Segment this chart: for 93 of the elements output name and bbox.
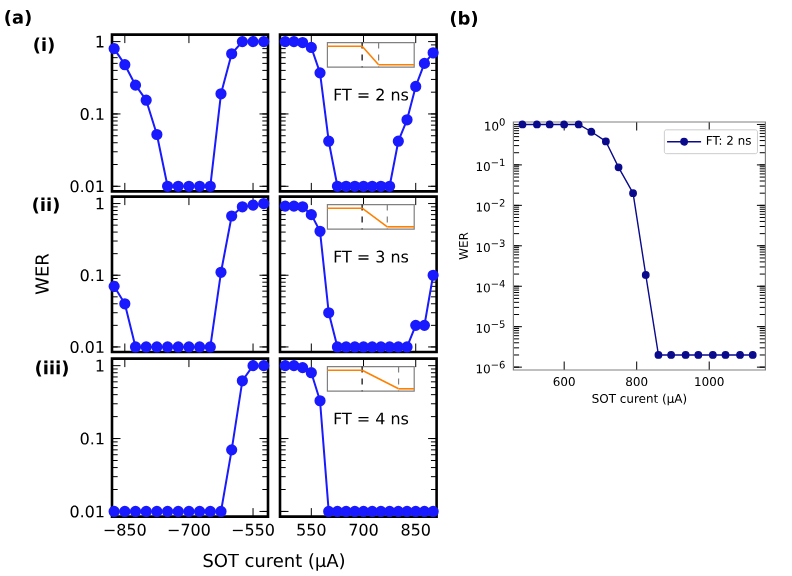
point [194,505,206,518]
point [215,505,227,518]
point [736,351,744,359]
point [708,351,717,359]
point [172,180,184,192]
point [161,341,174,353]
point [258,36,270,48]
point [401,114,413,126]
point [140,505,152,518]
point [427,505,439,518]
point [667,351,676,359]
point [140,94,152,106]
point [172,341,184,353]
point [545,120,554,129]
point [247,360,259,372]
point [418,57,431,69]
text: (ii) [33,197,59,214]
point [129,341,142,353]
point [108,505,120,518]
point [392,135,404,147]
point [183,341,195,353]
point [305,367,317,379]
point [305,41,317,54]
point [183,180,195,192]
point [161,180,174,192]
point [748,351,757,359]
point [721,351,730,359]
point [629,189,637,198]
point [401,505,413,518]
y-axis-title: WER [35,253,49,295]
x-axis-title: SOT curent (µA) [203,553,345,571]
point [194,180,206,192]
point [151,505,163,518]
point [258,197,270,210]
point [215,266,227,278]
point [204,505,216,518]
point [323,135,335,147]
point [236,375,248,387]
point [314,225,326,237]
text: (i) [34,37,54,54]
point [323,307,335,319]
text: (iii) [36,360,68,377]
point [314,395,326,407]
point [140,341,152,353]
point [183,505,195,518]
point [427,47,439,59]
point [119,298,131,310]
point [226,444,238,456]
point [129,79,142,91]
point [236,201,248,213]
point [129,505,142,518]
point [226,48,238,60]
point [614,163,623,172]
point [119,59,131,71]
point [518,120,527,129]
text: (b) [450,11,478,27]
point [108,280,120,292]
point [427,269,439,281]
point [410,80,422,93]
point [119,505,131,518]
point [226,210,238,222]
point [694,351,703,359]
point [384,180,396,192]
point [204,180,216,192]
point [681,351,690,359]
point [533,120,541,129]
point [349,180,361,192]
text: (a) [5,9,31,26]
point [297,36,309,49]
point [401,341,413,353]
point [161,505,174,518]
point [641,271,650,279]
point [314,67,326,79]
point [151,128,163,141]
point [194,341,206,353]
point [560,120,569,129]
point [574,120,583,129]
point [151,341,163,353]
point [236,36,248,48]
point [305,209,317,221]
point [654,351,663,359]
point [204,341,216,353]
point [587,127,596,136]
point [288,360,300,372]
point [601,137,610,146]
point [108,43,120,55]
point [247,199,259,211]
point [247,36,259,48]
point [297,201,309,213]
point [215,88,227,100]
point [172,505,184,518]
point [297,362,309,374]
point [258,360,270,372]
